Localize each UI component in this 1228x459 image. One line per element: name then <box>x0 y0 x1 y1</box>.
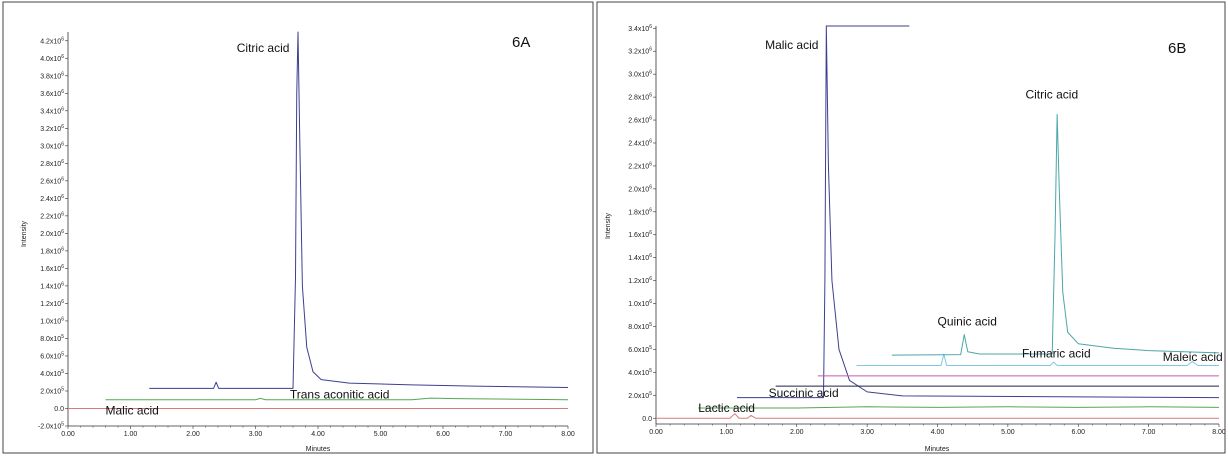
y-tick-label: 1.4x106 <box>628 253 652 262</box>
y-tick-label: 2.8x106 <box>628 93 652 102</box>
x-tick-label: 6.00 <box>1071 429 1085 436</box>
y-tick-label: 2.0x105 <box>40 386 64 395</box>
x-tick-label: 5.00 <box>374 431 388 438</box>
x-tick-label: 4.00 <box>311 431 325 438</box>
plot-area-6b: 0.00 1.00 2.00 3.00 4.00 5.00 6.00 7.00 8.00 0.0 2… <box>628 24 1226 436</box>
peak-annotation: Malic acid <box>106 404 159 418</box>
peak-annotation: Fumaric acid <box>1022 346 1091 360</box>
x-tick-label: 2.00 <box>790 429 804 436</box>
y-tick-label: 2.2x106 <box>40 211 64 220</box>
y-tick-label: 6.0x105 <box>40 351 64 360</box>
y-tick-label: 2.8x106 <box>40 159 64 168</box>
y-tick-label: 4.0x105 <box>628 368 652 377</box>
x-axis-label-6b: Minutes <box>925 446 950 453</box>
peak-annotation: Trans aconitic acid <box>290 387 390 401</box>
y-tick-label: 2.0x106 <box>628 184 652 193</box>
y-tick-label: 1.0x106 <box>628 299 652 308</box>
series-line-6b-3 <box>736 25 1220 399</box>
y-tick-label: 2.4x106 <box>40 194 64 203</box>
x-tick-label: 3.00 <box>860 429 874 436</box>
y-tick-label: 4.2x106 <box>40 36 64 45</box>
y-axis-label-6b: Intensity <box>605 212 612 239</box>
x-tick-label: 7.00 <box>1142 429 1156 436</box>
y-tick-label: 1.8x106 <box>40 246 64 255</box>
y-tick-label: 8.0x105 <box>628 322 652 331</box>
peak-annotation: Citric acid <box>237 41 290 55</box>
y-tick-label: 6.0x105 <box>628 345 652 354</box>
chart-panel-6b: 0.00 1.00 2.00 3.00 4.00 5.00 6.00 7.00 8.00 0.0 2… <box>596 1 1226 454</box>
y-tick-label: 1.4x106 <box>40 281 64 290</box>
y-tick-label: 3.2x106 <box>628 47 652 56</box>
y-tick-label: 3.8x106 <box>40 71 64 80</box>
x-tick-label: 1.00 <box>124 431 138 438</box>
y-tick-label: 1.6x106 <box>628 230 652 239</box>
panel-6b-border <box>596 1 1226 454</box>
peak-annotation: Quinic acid <box>938 314 997 328</box>
x-axis-label-6a: Minutes <box>306 446 331 453</box>
x-tick-label: 6.00 <box>436 431 450 438</box>
series-line-6b-1 <box>656 413 1219 419</box>
x-tick-label: 8.00 <box>561 431 575 438</box>
y-tick-label: 2.6x106 <box>628 116 652 125</box>
plot-area-6a: 0.00 1.00 2.00 3.00 4.00 5.00 6.00 7.00 8.00 -2.0… <box>38 31 575 438</box>
y-tick-label: 3.0x106 <box>40 141 64 150</box>
y-tick-label: 3.6x106 <box>40 89 64 98</box>
x-tick-label: 4.00 <box>931 429 945 436</box>
peak-annotation: Maleic acid <box>1163 350 1223 364</box>
series-line-6a-2 <box>105 397 569 401</box>
peak-annotation: Citric acid <box>1025 87 1078 101</box>
panel-label-6a: 6A <box>512 34 530 51</box>
x-tick-label: 2.00 <box>186 431 200 438</box>
y-tick-label: 3.4x106 <box>628 24 652 33</box>
peak-annotation: Succinic acid <box>769 386 839 400</box>
y-axis-label-6a: Intensity <box>21 220 28 247</box>
y-tick-label: 3.0x106 <box>628 70 652 79</box>
series-line-6b-7 <box>891 113 1220 356</box>
panel-6a-border <box>2 1 594 454</box>
series-line-6b-2 <box>698 406 1220 409</box>
y-tick-label: 2.6x106 <box>40 176 64 185</box>
x-tick-label: 0.00 <box>61 431 75 438</box>
y-tick-label: 0.0 <box>642 416 652 423</box>
y-tick-label: 1.2x106 <box>40 299 64 308</box>
y-tick-label: 3.2x106 <box>40 124 64 133</box>
y-tick-label: 4.0x106 <box>40 54 64 63</box>
y-tick-label: 2.0x106 <box>40 229 64 238</box>
series-line-6b-6 <box>856 353 1219 366</box>
peak-annotation: Malic acid <box>765 38 818 52</box>
y-tick-label: 1.8x106 <box>628 207 652 216</box>
x-tick-label: 0.00 <box>649 429 663 436</box>
y-tick-label: 3.4x106 <box>40 106 64 115</box>
y-tick-label: 8.0x105 <box>40 334 64 343</box>
y-tick-label: 1.6x106 <box>40 264 64 273</box>
x-tick-label: 1.00 <box>720 429 734 436</box>
y-tick-label: 1.0x106 <box>40 316 64 325</box>
y-tick-label: 2.2x106 <box>628 161 652 170</box>
x-tick-label: 5.00 <box>1001 429 1015 436</box>
x-tick-label: 7.00 <box>499 431 513 438</box>
x-tick-label: 8.00 <box>1212 429 1226 436</box>
peak-annotation: Lactic acid <box>698 401 755 415</box>
y-tick-label: 4.0x105 <box>40 369 64 378</box>
y-tick-label: 1.2x106 <box>628 276 652 285</box>
y-tick-label: 2.0x105 <box>628 391 652 400</box>
series-line-6a-3 <box>149 31 569 389</box>
y-tick-label: -2.0x105 <box>38 422 64 431</box>
y-tick-label: 2.4x106 <box>628 138 652 147</box>
x-tick-label: 3.00 <box>249 431 263 438</box>
chart-panel-6a: 0.00 1.00 2.00 3.00 4.00 5.00 6.00 7.00 8.00 -2.0… <box>2 1 594 454</box>
panel-label-6b: 6B <box>1168 40 1186 57</box>
y-tick-label: 0.0 <box>54 406 64 413</box>
